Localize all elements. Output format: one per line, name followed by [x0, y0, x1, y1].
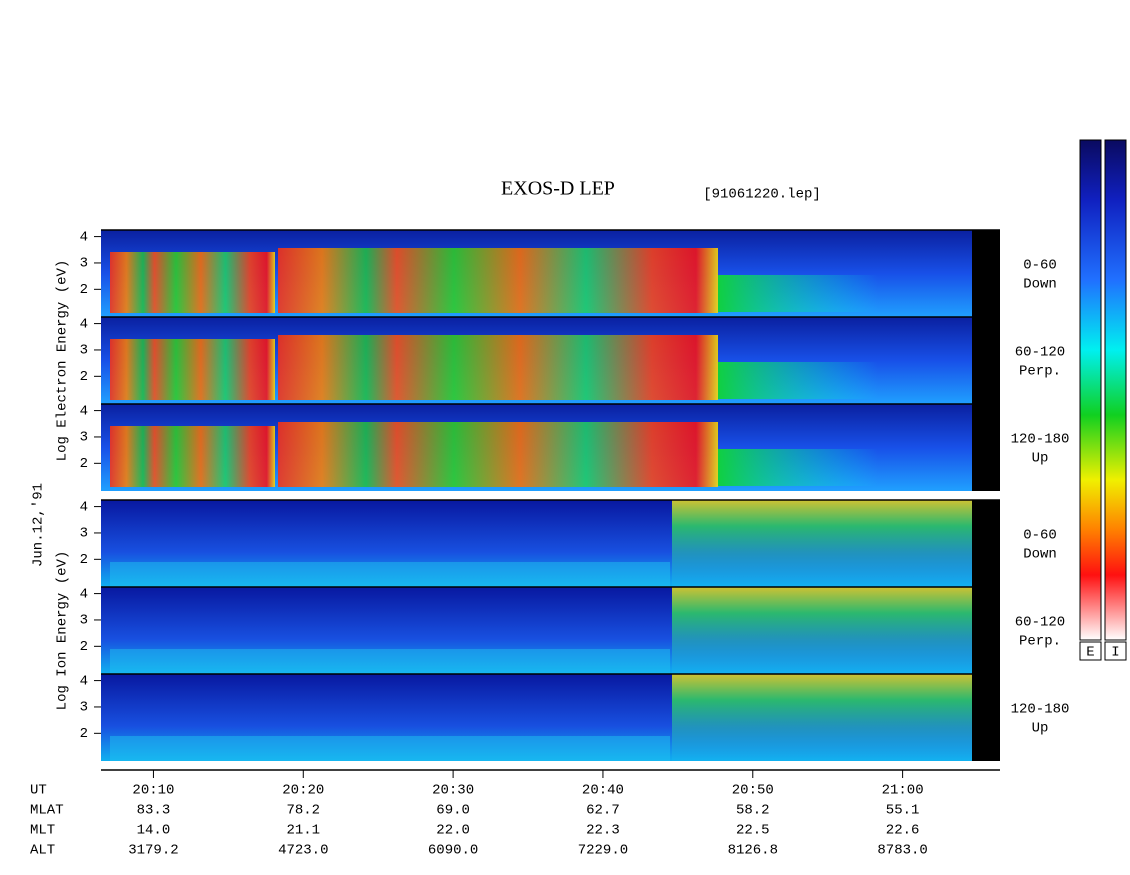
data-gap — [972, 587, 1000, 674]
colorbar-label: E — [1086, 645, 1094, 661]
spectrogram-image — [672, 674, 972, 761]
ephemeris-name: MLT — [30, 823, 55, 839]
colorbar-label: I — [1111, 645, 1119, 661]
ephemeris-value: 6090.0 — [428, 843, 478, 859]
colorbar — [1079, 139, 1102, 641]
ephemeris-value: 69.0 — [436, 803, 470, 819]
spectrogram-image — [110, 562, 670, 587]
ephemeris-name: ALT — [30, 843, 55, 859]
x-tick-label: 20:30 — [432, 783, 474, 799]
y-tick-label: 4 — [80, 403, 88, 419]
spectrogram-image — [278, 422, 718, 487]
spectrogram-image — [672, 500, 972, 587]
y-axis-label: Log Electron Energy (eV) — [55, 260, 71, 462]
ephemeris-value: 8783.0 — [877, 843, 927, 859]
spectrogram-image — [110, 252, 275, 313]
pitch-angle-label: Down — [1023, 547, 1057, 563]
x-tick-label: 20:10 — [132, 783, 174, 799]
date-label: Jun.12,'91 — [31, 483, 47, 567]
ephemeris-value: 4723.0 — [278, 843, 328, 859]
pitch-angle-label: Down — [1023, 277, 1057, 293]
spectrogram-image — [672, 587, 972, 674]
y-tick-label: 3 — [80, 526, 88, 542]
y-tick-label: 2 — [80, 456, 88, 472]
pitch-angle-label: 0-60 — [1023, 258, 1057, 274]
y-tick-label: 2 — [80, 369, 88, 385]
data-gap — [972, 317, 1000, 404]
pitch-angle-label: Perp. — [1019, 364, 1061, 380]
x-tick-label: 20:40 — [582, 783, 624, 799]
pitch-angle-label: Up — [1032, 721, 1049, 737]
ephemeris-value: 7229.0 — [578, 843, 628, 859]
ephemeris-name: MLAT — [30, 803, 64, 819]
ephemeris-value: 21.1 — [286, 823, 320, 839]
pitch-angle-label: Up — [1032, 451, 1049, 467]
pitch-angle-label: 120-180 — [1011, 432, 1070, 448]
spectrogram-image — [110, 649, 670, 674]
ut-label: UT — [30, 783, 47, 799]
file-label: [91061220.lep] — [703, 187, 821, 203]
pitch-angle-label: 120-180 — [1011, 702, 1070, 718]
spectrogram-image — [718, 275, 878, 312]
ephemeris-value: 78.2 — [286, 803, 320, 819]
y-tick-label: 3 — [80, 343, 88, 359]
pitch-angle-label: 60-120 — [1015, 345, 1065, 361]
y-tick-label: 4 — [80, 229, 88, 245]
ephemeris-value: 8126.8 — [728, 843, 778, 859]
y-tick-label: 3 — [80, 700, 88, 716]
x-tick-label: 20:20 — [282, 783, 324, 799]
y-tick-label: 2 — [80, 282, 88, 298]
data-gap — [972, 674, 1000, 761]
colorbar-label-box — [1079, 641, 1102, 661]
colorbar-label-box — [1104, 641, 1127, 661]
spectrogram-image — [278, 248, 718, 313]
ephemeris-value: 62.7 — [586, 803, 620, 819]
y-tick-label: 4 — [80, 499, 88, 515]
ephemeris-value: 22.0 — [436, 823, 470, 839]
x-tick-label: 21:00 — [882, 783, 924, 799]
ephemeris-value: 58.2 — [736, 803, 770, 819]
pitch-angle-label: 0-60 — [1023, 528, 1057, 544]
y-tick-label: 3 — [80, 613, 88, 629]
ephemeris-value: 3179.2 — [128, 843, 178, 859]
spectrogram-image — [718, 449, 878, 486]
spectrogram-image — [110, 426, 275, 487]
data-gap — [972, 404, 1000, 491]
y-tick-label: 4 — [80, 316, 88, 332]
y-axis-label: Log Ion Energy (eV) — [55, 551, 71, 711]
ephemeris-value: 22.6 — [886, 823, 920, 839]
y-tick-label: 2 — [80, 639, 88, 655]
spectrogram-image — [718, 362, 878, 399]
ephemeris-value: 83.3 — [137, 803, 171, 819]
pitch-angle-label: 60-120 — [1015, 615, 1065, 631]
data-gap — [972, 500, 1000, 587]
y-tick-label: 4 — [80, 586, 88, 602]
y-tick-label: 4 — [80, 673, 88, 689]
spectrogram-image — [110, 736, 670, 761]
y-tick-label: 3 — [80, 430, 88, 446]
ephemeris-value: 22.3 — [586, 823, 620, 839]
pitch-angle-label: Perp. — [1019, 634, 1061, 650]
ephemeris-value: 22.5 — [736, 823, 770, 839]
spectrogram-image — [278, 335, 718, 400]
spectrogram-image — [110, 339, 275, 400]
ephemeris-value: 14.0 — [137, 823, 171, 839]
data-gap — [972, 230, 1000, 317]
y-tick-label: 3 — [80, 256, 88, 272]
plots: 2 3 4 0-60 Down 2 3 4 60-120 Perp. 2 3 4 120-180 Up Log… — [55, 229, 1070, 761]
x-tick-label: 20:50 — [732, 783, 774, 799]
chart-title: EXOS-D LEP — [501, 178, 615, 200]
y-tick-label: 2 — [80, 552, 88, 568]
y-tick-label: 2 — [80, 726, 88, 742]
colorbar — [1104, 139, 1127, 641]
ephemeris-value: 55.1 — [886, 803, 920, 819]
